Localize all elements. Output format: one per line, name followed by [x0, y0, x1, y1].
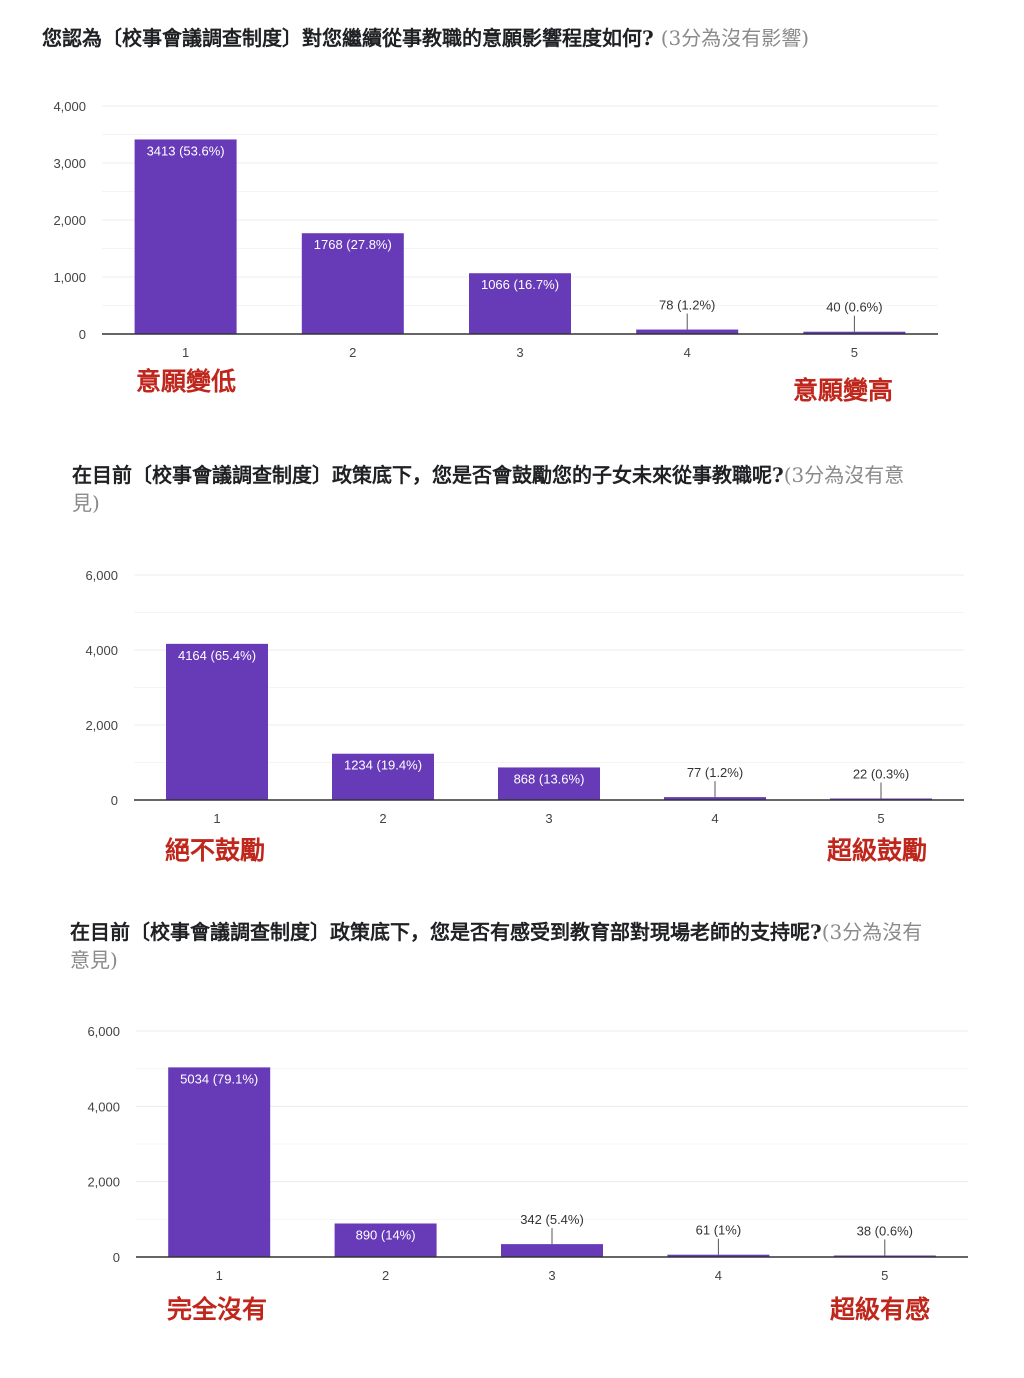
bar-data-label: 5034 (79.1%): [180, 1071, 258, 1086]
chart-3-annotation-high: 超級有感: [830, 1295, 931, 1324]
bar-data-label: 1234 (19.4%): [344, 758, 422, 773]
y-tick-label: 2,000: [87, 1175, 120, 1190]
x-tick-label: 1: [213, 811, 220, 826]
y-tick-label: 4,000: [87, 1099, 120, 1114]
x-tick-label: 5: [877, 811, 884, 826]
chart-3-title-text: 在目前〔校事會議調查制度〕政策底下，您是否有感受到教育部對現場老師的支持呢?: [70, 920, 822, 944]
chart-2-annotation-low: 絕不鼓勵: [165, 836, 266, 865]
chart-2-annotation-high: 超級鼓勵: [827, 836, 928, 865]
bar-data-label: 890 (14%): [356, 1227, 416, 1242]
chart-2-title-note: (3分為沒有意見): [72, 463, 905, 515]
y-tick-label: 4,000: [53, 99, 86, 114]
bar: [469, 273, 571, 334]
x-tick-label: 2: [349, 345, 356, 360]
x-tick-label: 2: [382, 1268, 389, 1283]
y-tick-label: 0: [79, 327, 86, 342]
bar: [501, 1244, 603, 1257]
bar: [134, 139, 237, 334]
chart-3-title: 在目前〔校事會議調查制度〕政策底下，您是否有感受到教育部對現場老師的支持呢?(3…: [70, 918, 930, 974]
y-tick-label: 3,000: [53, 156, 86, 171]
bar-data-label: 40 (0.6%): [826, 300, 882, 315]
bar-data-label: 1768 (27.8%): [314, 237, 392, 252]
x-tick-label: 3: [516, 345, 523, 360]
chart-3-svg: 0 2,000 4,000 6,000 5034 (79.1%) 1 890 (14%) 2 3…: [87, 1024, 968, 1283]
chart-2-title: 在目前〔校事會議調查制度〕政策底下，您是否會鼓勵您的子女未來從事教職呢?(3分為…: [72, 461, 932, 517]
x-tick-label: 5: [851, 345, 858, 360]
bar-data-label: 77 (1.2%): [687, 765, 743, 780]
bar: [168, 1067, 271, 1257]
bar: [636, 329, 739, 334]
y-tick-label: 2,000: [53, 213, 86, 228]
x-tick-label: 4: [684, 345, 691, 360]
bar: [332, 753, 434, 800]
chart-1-annotation-high: 意願變高: [793, 376, 894, 405]
bar-data-label: 78 (1.2%): [659, 298, 715, 313]
chart-3-annotation-low: 完全沒有: [167, 1295, 268, 1324]
chart-3-title-note: (3分為沒有意見): [70, 920, 923, 972]
chart-1-title-note: (3分為沒有影響): [660, 26, 810, 50]
bar: [803, 331, 906, 334]
bar-data-label: 4164 (65.4%): [178, 648, 256, 663]
bar: [667, 1254, 770, 1257]
bar: [498, 767, 600, 800]
bar: [301, 233, 404, 334]
bar-data-label: 38 (0.6%): [857, 1224, 913, 1239]
bar: [334, 1223, 437, 1257]
bar-data-label: 3413 (53.6%): [147, 143, 225, 158]
x-tick-label: 4: [711, 811, 718, 826]
y-tick-label: 1,000: [53, 270, 86, 285]
x-tick-label: 5: [881, 1268, 888, 1283]
x-tick-label: 4: [715, 1268, 722, 1283]
chart-1-title-text: 您認為〔校事會議調查制度〕對您繼續從事教職的意願影響程度如何?: [42, 26, 654, 50]
x-tick-label: 3: [548, 1268, 555, 1283]
chart-2-title-text: 在目前〔校事會議調查制度〕政策底下，您是否會鼓勵您的子女未來從事教職呢?: [72, 463, 784, 487]
chart-1-title: 您認為〔校事會議調查制度〕對您繼續從事教職的意願影響程度如何? (3分為沒有影響…: [42, 24, 992, 52]
y-tick-label: 6,000: [87, 1024, 120, 1039]
bar-data-label: 868 (13.6%): [514, 771, 585, 786]
y-tick-label: 0: [113, 1250, 120, 1265]
y-tick-label: 4,000: [85, 643, 118, 658]
bar: [166, 643, 268, 800]
y-tick-label: 6,000: [85, 568, 118, 583]
bar-data-label: 61 (1%): [696, 1223, 742, 1238]
chart-1-svg: 0 1,000 2,000 3,000 4,000 3413 (53.6%) 1 1768 (…: [53, 99, 938, 360]
y-tick-label: 0: [111, 793, 118, 808]
x-tick-label: 3: [545, 811, 552, 826]
y-tick-label: 2,000: [85, 718, 118, 733]
bar-data-label: 1066 (16.7%): [481, 277, 559, 292]
chart-2-svg: 0 2,000 4,000 6,000 4164 (65.4%) 1 1234 (19.4%…: [85, 568, 964, 826]
bar-data-label: 22 (0.3%): [853, 767, 909, 782]
x-tick-label: 1: [216, 1268, 223, 1283]
chart-1-annotation-low: 意願變低: [136, 367, 237, 396]
bar-data-label: 342 (5.4%): [520, 1212, 584, 1227]
bar: [664, 797, 766, 800]
x-tick-label: 2: [379, 811, 386, 826]
x-tick-label: 1: [182, 345, 189, 360]
